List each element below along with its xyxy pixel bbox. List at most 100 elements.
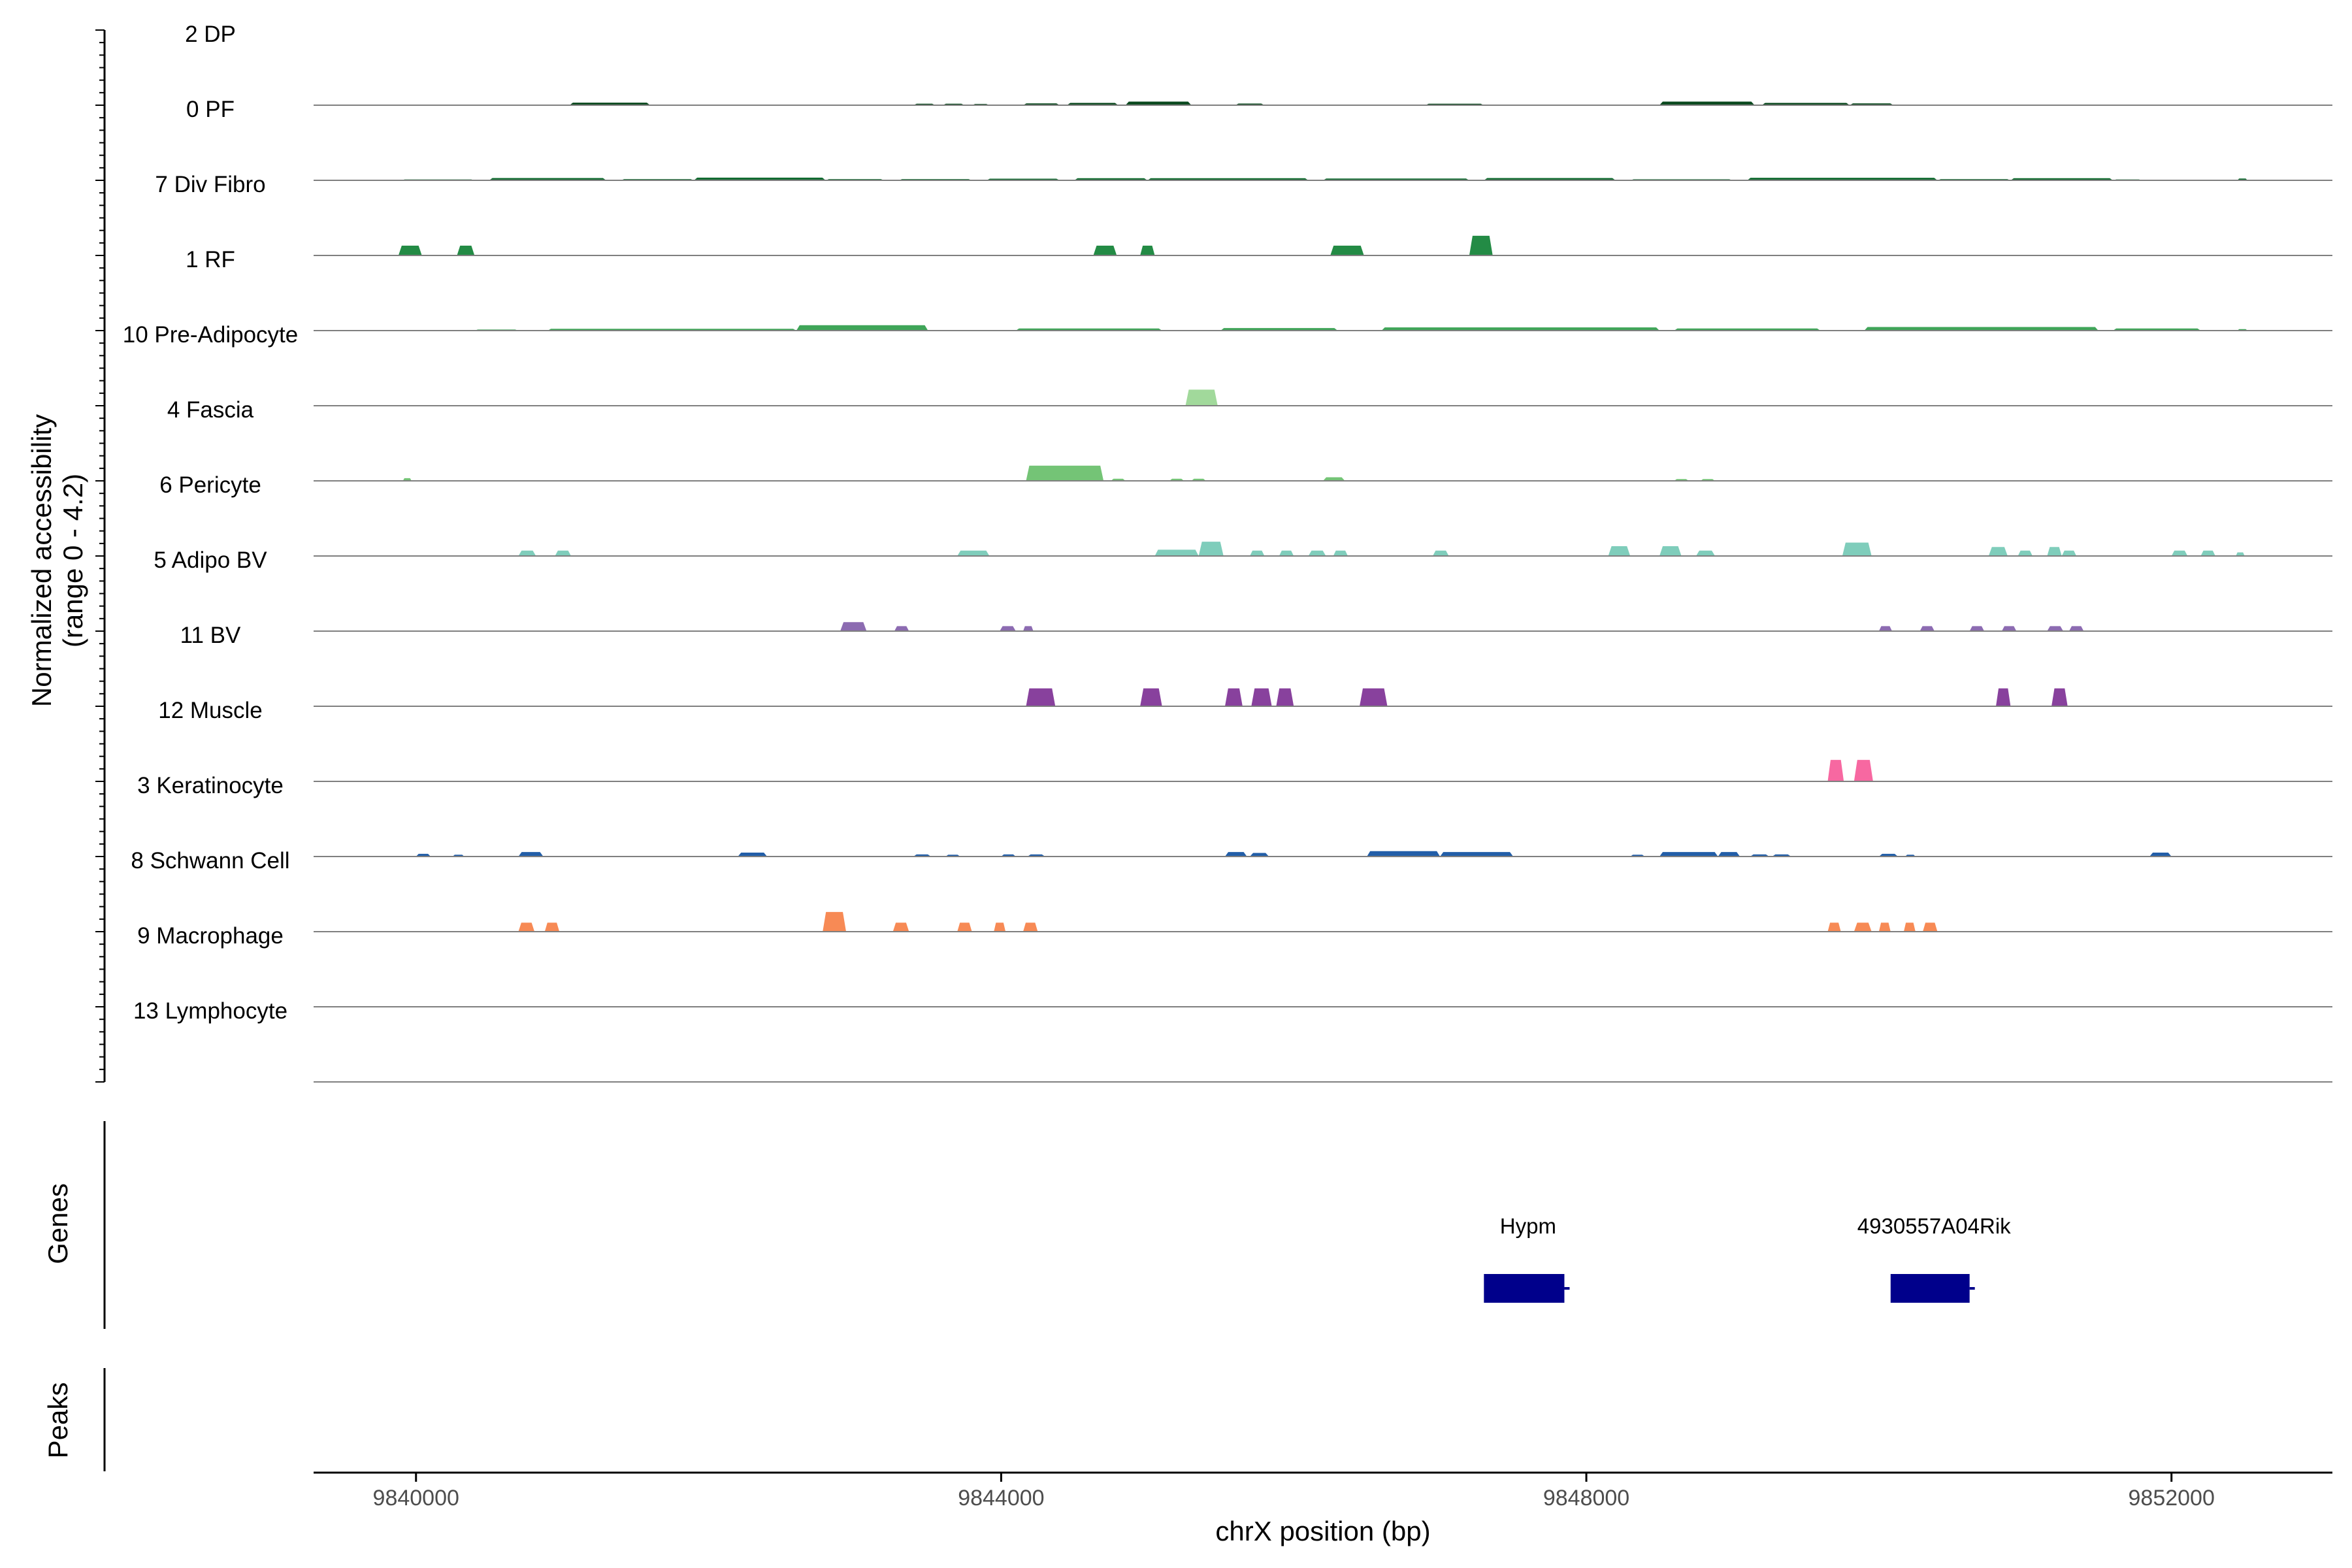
peak (1878, 923, 1891, 932)
x-tick-label: 9840000 (373, 1486, 459, 1511)
track-label: 1 RF (186, 247, 235, 272)
peak (2068, 626, 2084, 631)
peak (2149, 852, 2172, 857)
peak (1330, 245, 1364, 255)
peaks-label: Peaks (42, 1382, 73, 1459)
peak (1359, 688, 1388, 706)
track-label: 6 Pericyte (159, 472, 261, 498)
peak (1695, 550, 1716, 556)
gene-body (1890, 1274, 1970, 1303)
peak (1026, 688, 1056, 706)
peak (416, 853, 431, 857)
track-label: 5 Adipo BV (154, 547, 267, 573)
x-tick-label: 9852000 (2129, 1486, 2215, 1511)
peak (2061, 550, 2077, 556)
peak (1198, 542, 1224, 556)
track-1: 0 PF (186, 97, 2332, 181)
peak (1308, 550, 1326, 556)
peak (1864, 327, 2099, 331)
peak (1251, 688, 1272, 706)
gene-annotations: Hypm 4930557A04Rik (1484, 1214, 2011, 1303)
peak (1224, 852, 1247, 857)
peak (1854, 760, 1873, 781)
peak (1381, 327, 1659, 331)
track-3: 1 RF (186, 247, 2332, 331)
peak (1827, 760, 1844, 781)
peak (1279, 550, 1294, 556)
peak (1878, 626, 1893, 631)
track-label: 7 Div Fibro (155, 172, 265, 197)
peak (1367, 851, 1441, 857)
track-label: 8 Schwann Cell (131, 848, 289, 874)
peak (1718, 852, 1740, 857)
peak (1469, 235, 1493, 255)
peak (1250, 853, 1269, 857)
peak (894, 626, 909, 631)
peak (1140, 245, 1155, 255)
peak (2001, 626, 2017, 631)
y-axis-label-line-1: Normalized accessibility (26, 414, 57, 707)
peak (1659, 101, 1755, 105)
track-label: 0 PF (186, 97, 235, 122)
peak (796, 325, 928, 331)
peak (518, 550, 536, 556)
x-tick-label: 9848000 (1543, 1486, 1629, 1511)
track-12: 9 Macrophage (137, 923, 2332, 1007)
gene-name: 4930557A04Rik (1857, 1214, 2011, 1238)
peak (1903, 923, 1916, 932)
peak (2171, 550, 2188, 556)
track-8: 11 BV (180, 623, 2332, 707)
x-tick-label: 9844000 (958, 1486, 1044, 1511)
track-11: 8 Schwann Cell (131, 848, 2332, 932)
track-2: 7 Div Fibro (155, 172, 2332, 256)
peak (1022, 923, 1038, 932)
peak (1432, 550, 1449, 556)
peak (957, 923, 972, 932)
peak (2047, 547, 2062, 556)
peak (518, 923, 535, 932)
track-9: 12 Muscle (158, 698, 2332, 782)
track-label: 4 Fascia (167, 397, 254, 423)
track-label: 13 Lymphocyte (133, 998, 287, 1024)
peak (2236, 552, 2245, 556)
peak (1250, 550, 1265, 556)
peak (402, 478, 412, 481)
peak (398, 245, 422, 255)
peak (518, 852, 544, 857)
peak (544, 923, 560, 932)
track-7: 5 Adipo BV (154, 547, 2332, 632)
peak (1878, 853, 1898, 857)
peak (2051, 688, 2068, 706)
peak (694, 177, 826, 180)
peak (1659, 852, 1718, 857)
peak (840, 622, 867, 631)
peak (1185, 389, 1218, 406)
peak (457, 245, 475, 255)
peak (2047, 626, 2063, 631)
peak (1333, 550, 1348, 556)
peak (738, 852, 768, 857)
peak (1440, 852, 1514, 857)
y-axis-ticks (95, 29, 105, 1083)
peak (1969, 626, 1985, 631)
peak (1276, 688, 1294, 706)
peak (1093, 245, 1117, 255)
track-label: 10 Pre-Adipocyte (123, 322, 298, 348)
peak (1919, 626, 1935, 631)
peak (1923, 923, 1938, 932)
track-label: 9 Macrophage (137, 923, 284, 949)
peak (1224, 688, 1243, 706)
peak (823, 911, 847, 932)
track-0: 2 DP (185, 22, 2332, 106)
track-13: 13 Lymphocyte (133, 998, 2332, 1083)
peak (892, 923, 909, 932)
track-label: 11 BV (180, 623, 241, 648)
gene-name: Hypm (1500, 1214, 1556, 1238)
peak (1827, 923, 1841, 932)
peak (957, 550, 990, 556)
track-label: 2 DP (185, 22, 236, 47)
peak (1996, 688, 2011, 706)
peak (2200, 550, 2215, 556)
y-axis-label-line-2: (range 0 - 4.2) (57, 474, 88, 647)
